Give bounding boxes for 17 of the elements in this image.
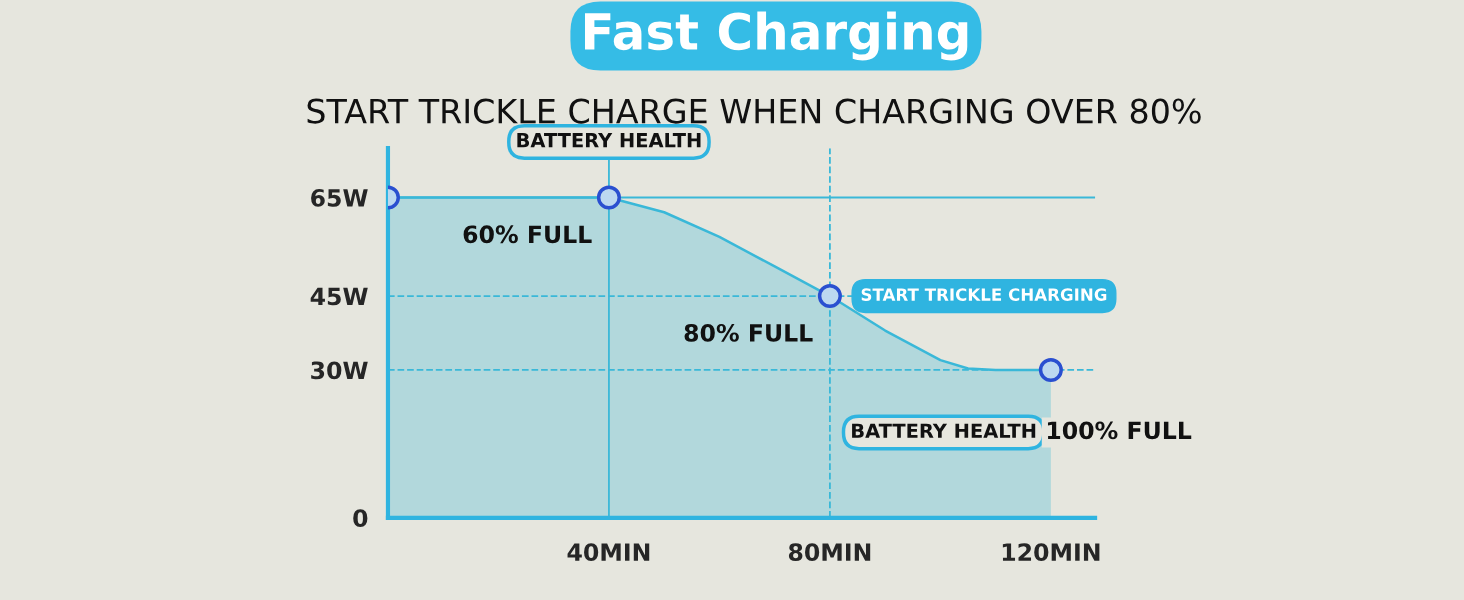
annotation: BATTERY HEALTH <box>852 423 1036 438</box>
annotation: START TRICKLE CHARGING <box>861 288 1107 301</box>
annotation: 80% FULL <box>684 323 813 342</box>
point <box>817 284 842 309</box>
y-tick-label: 30W <box>311 361 368 380</box>
annotation: 100% FULL <box>1047 421 1192 440</box>
chart-title: Fast Charging <box>585 11 968 61</box>
y-tick-label: 65W <box>311 188 368 207</box>
annotation: 60% FULL <box>463 225 592 244</box>
x-tick-label: 40MIN <box>567 543 650 562</box>
point <box>1038 357 1063 382</box>
x-tick-label: 120MIN <box>1002 543 1100 562</box>
annotation: BATTERY HEALTH <box>517 133 701 148</box>
y-tick-label: 45W <box>310 287 368 306</box>
chart-subtitle: START TRICKLE CHARGE WHEN CHARGING OVER 80% <box>307 98 1201 124</box>
y-tick-label: 0 <box>353 509 368 528</box>
x-tick-label: 80MIN <box>788 543 871 562</box>
